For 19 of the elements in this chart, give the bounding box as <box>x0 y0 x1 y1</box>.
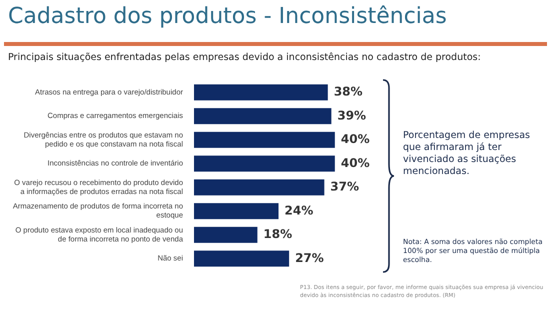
chart-title: Cadastro dos produtos - Inconsistências <box>8 4 447 29</box>
data-label: 40% <box>340 156 370 170</box>
data-label: 18% <box>263 227 292 241</box>
bar <box>194 179 324 196</box>
data-label: 39% <box>337 108 366 122</box>
data-label: 38% <box>334 84 363 98</box>
bar <box>194 156 335 172</box>
data-label: 40% <box>340 132 370 146</box>
data-label: 24% <box>284 203 314 218</box>
data-label: 27% <box>295 250 324 265</box>
text: Porcentagem de empresas que afirmaram já ter vivenciado as situações mencionadas. <box>403 130 531 178</box>
data-label: 37% <box>330 180 360 194</box>
bar <box>194 84 328 100</box>
bar <box>194 108 332 124</box>
bar <box>194 203 279 220</box>
bar <box>194 132 335 148</box>
bar <box>194 226 258 243</box>
bar <box>194 250 290 267</box>
chart-subtitle: Principais situações enfrentadas pelas empresas devido a inconsistências no cadastro de produtos: <box>8 52 481 63</box>
